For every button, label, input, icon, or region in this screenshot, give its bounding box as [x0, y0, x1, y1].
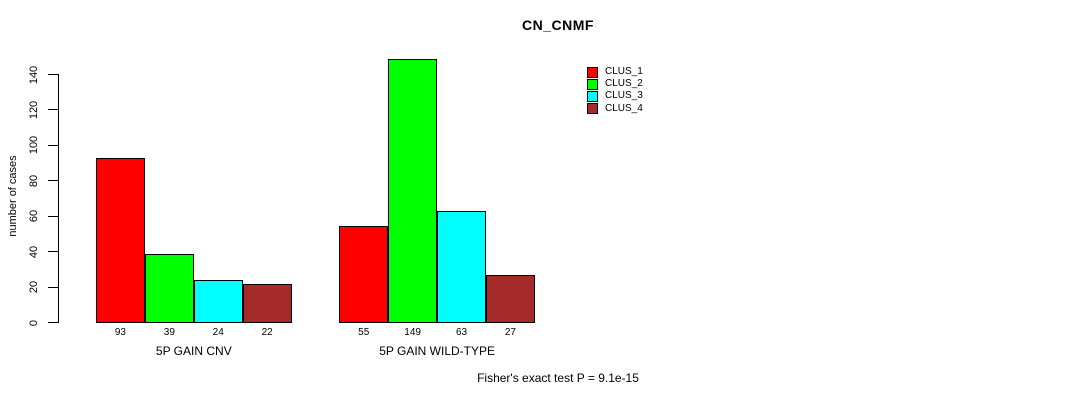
- y-tick-mark: [48, 109, 59, 111]
- bar: [144, 253, 194, 323]
- legend-swatch: [587, 66, 598, 78]
- bar: [437, 211, 486, 323]
- legend-item: CLUS_3: [587, 90, 643, 102]
- bar-value-label: 24: [212, 327, 224, 338]
- fisher-test-annotation: Fisher's exact test P = 9.1e-15: [477, 371, 639, 385]
- bar-value-label: 149: [404, 327, 421, 338]
- y-axis-line: [58, 74, 59, 323]
- bar-value-label: 63: [455, 327, 468, 338]
- bar: [388, 59, 438, 323]
- bar-value-label: 27: [504, 327, 516, 338]
- bar: [96, 158, 145, 323]
- plot-title: CN_CNMF: [522, 17, 594, 33]
- y-tick-mark: [48, 180, 59, 182]
- legend-label: CLUS_1: [605, 66, 643, 77]
- y-tick-mark: [48, 215, 59, 217]
- y-tick-mark: [48, 286, 59, 288]
- x-category-label: 5P GAIN CNV: [155, 344, 232, 358]
- legend-label: CLUS_3: [605, 90, 643, 102]
- bar: [242, 284, 292, 323]
- y-tick-mark: [48, 322, 59, 323]
- y-tick-label: 100: [28, 136, 40, 155]
- bar-value-label: 55: [358, 327, 370, 338]
- bar: [339, 225, 389, 323]
- y-tick-label: 20: [28, 280, 40, 294]
- y-tick-label: 80: [28, 174, 40, 187]
- y-tick-mark: [48, 144, 59, 146]
- legend-swatch: [587, 78, 598, 90]
- x-category-label: 5P GAIN WILD-TYPE: [379, 344, 495, 358]
- legend-swatch: [587, 90, 598, 102]
- bar-value-label: 93: [114, 327, 126, 338]
- y-tick-label: 40: [28, 245, 40, 258]
- legend-item: CLUS_4: [587, 103, 643, 115]
- bar: [193, 280, 243, 323]
- legend-item: CLUS_2: [587, 78, 643, 90]
- legend-swatch: [587, 103, 598, 115]
- y-tick-label: 0: [28, 319, 40, 326]
- bar: [486, 275, 535, 323]
- y-tick-label: 60: [28, 210, 40, 223]
- legend-label: CLUS_2: [605, 78, 643, 90]
- bar-value-label: 39: [163, 327, 175, 338]
- y-tick-mark: [48, 251, 59, 253]
- legend-label: CLUS_4: [605, 102, 643, 114]
- y-tick-label: 140: [28, 65, 40, 84]
- legend-item: CLUS_1: [587, 66, 643, 78]
- y-tick-label: 120: [28, 100, 40, 120]
- y-tick-mark: [48, 74, 59, 75]
- bar-value-label: 22: [261, 327, 273, 338]
